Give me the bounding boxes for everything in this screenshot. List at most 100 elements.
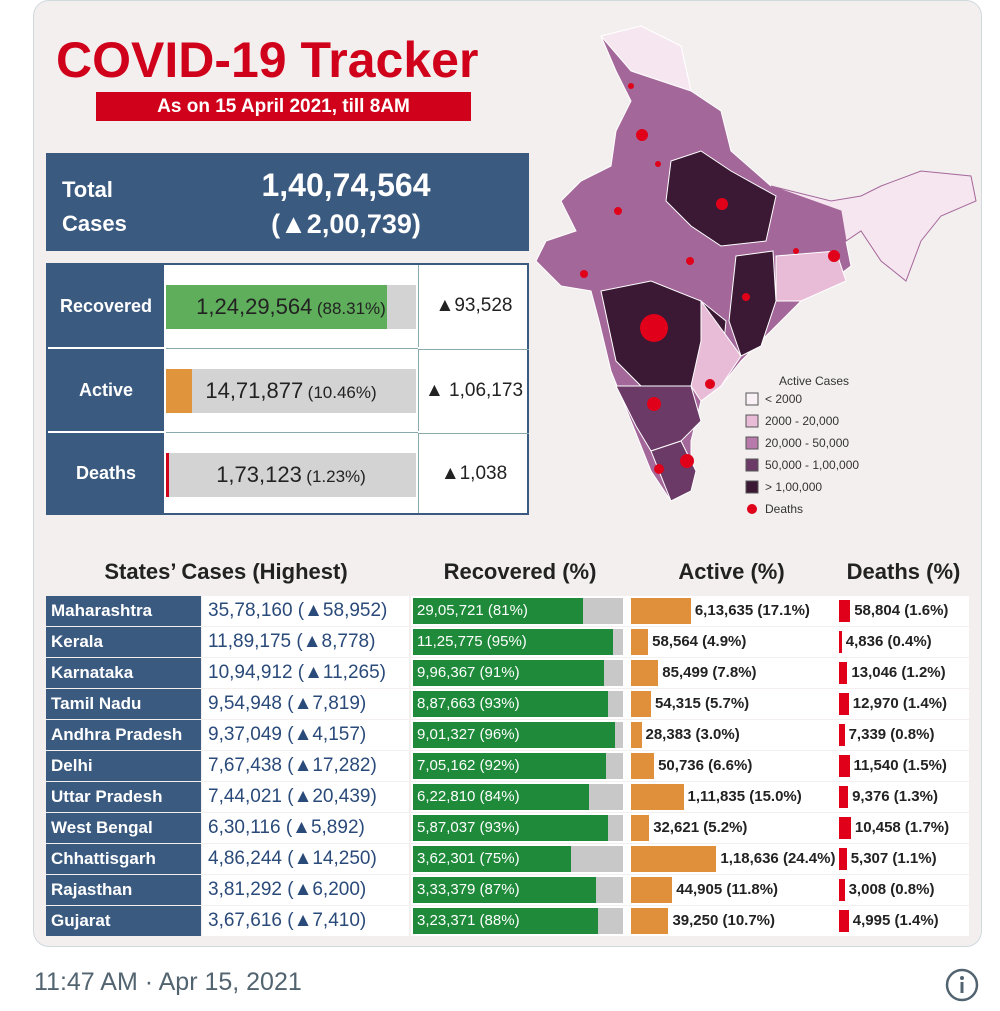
breakdown-label: Deaths	[48, 433, 164, 513]
total-label: Total Cases	[62, 177, 127, 236]
column-header: Active (%)	[678, 559, 785, 584]
tweet-media[interactable]: COVID-19 Tracker As on 15 April 2021, ti…	[33, 0, 982, 947]
active-label: 58,564 (4.9%)	[652, 633, 747, 650]
legend-label: < 2000	[765, 392, 802, 406]
recovered-bar	[413, 598, 584, 624]
recovered-bar	[413, 753, 607, 779]
legend-label: 2000 - 20,000	[765, 414, 839, 428]
state-cases: 4,86,244 (▲14,250)	[202, 844, 409, 874]
recovered-label: 3,33,379 (87%)	[417, 881, 520, 898]
deaths-bar	[839, 910, 849, 932]
breakdown-share: (1.23%)	[306, 467, 366, 486]
recovered-bar	[413, 908, 598, 934]
map-dots	[580, 83, 840, 474]
state-cases: 35,78,160 (▲58,952)	[202, 596, 409, 626]
state-cases: 3,67,616 (▲7,410)	[202, 906, 409, 936]
state-cases: 9,54,948 (▲7,819)	[202, 689, 409, 719]
breakdown-share: (10.46%)	[307, 383, 377, 402]
map-region	[728, 250, 777, 357]
recovered-label: 29,05,721 (81%)	[417, 602, 528, 619]
breakdown-value: 1,24,29,564	[196, 294, 313, 319]
legend-swatch	[745, 414, 759, 428]
state-cases: 7,67,438 (▲17,282)	[202, 751, 409, 781]
deaths-bar	[839, 724, 845, 746]
deaths-label: 12,970 (1.4%)	[852, 695, 948, 712]
infographic: COVID-19 Tracker As on 15 April 2021, ti…	[34, 1, 981, 946]
state-cases: 6,30,116 (▲5,892)	[202, 813, 409, 843]
legend-label: Deaths	[765, 502, 803, 516]
recovered-label: 9,01,327 (96%)	[417, 726, 520, 743]
divider	[166, 348, 418, 349]
deaths-bar	[839, 693, 849, 715]
deaths-label: 7,339 (0.8%)	[848, 726, 935, 743]
total-box: Total Cases 1,40,74,564 (▲2,00,739)	[46, 153, 529, 251]
active-label: 28,383 (3.0%)	[645, 726, 740, 743]
legend-swatch	[747, 504, 757, 514]
breakdown-label: Recovered	[48, 265, 164, 347]
legend-swatch	[745, 480, 759, 494]
bar-text: 1,24,29,564 (88.31%)	[166, 285, 416, 329]
states-table: States’ Cases (Highest) Recovered (%) Acti…	[34, 1, 981, 946]
recovered-label: 9,96,367 (91%)	[417, 664, 520, 681]
recovered-bar	[413, 784, 590, 810]
deaths-bar	[839, 662, 848, 684]
active-bar	[631, 629, 649, 655]
map-region	[600, 25, 692, 92]
legend-label: 20,000 - 50,000	[765, 436, 849, 450]
recovered-label: 6,22,810 (84%)	[417, 788, 520, 805]
deaths-bar	[839, 848, 847, 870]
legend: Active Cases < 2000 2000 - 20,000 20,000 -…	[745, 374, 859, 516]
active-label: 85,499 (7.8%)	[662, 664, 757, 681]
state-cases: 3,81,292 (▲6,200)	[202, 875, 409, 905]
recovered-label: 7,05,162 (92%)	[417, 757, 520, 774]
deaths-bar	[839, 631, 842, 653]
recovered-bar	[413, 815, 609, 841]
map-region	[690, 299, 742, 402]
timestamp: 11:47 AM · Apr 15, 2021	[34, 968, 302, 996]
active-label: 54,315 (5.7%)	[654, 695, 750, 712]
breakdown-change: ▲1,038	[418, 433, 529, 513]
title: COVID-19 Tracker	[56, 32, 479, 88]
breakdown-share: (88.31%)	[316, 299, 386, 318]
bar-text: 14,71,877 (10.46%)	[166, 369, 416, 413]
column-header: States’ Cases (Highest)	[104, 559, 348, 584]
legend-swatch	[745, 458, 759, 472]
recovered-label: 8,87,663 (93%)	[417, 695, 520, 712]
deaths-label: 11,540 (1.5%)	[853, 757, 947, 774]
recovered-bar	[413, 691, 609, 717]
bar	[166, 285, 387, 329]
deaths-bar	[839, 755, 850, 777]
recovered-label: 3,62,301 (75%)	[417, 850, 520, 867]
active-bar	[631, 784, 684, 810]
state-name: Andhra Pradesh	[46, 720, 201, 750]
state-name: Chhattisgarh	[46, 844, 201, 874]
divider	[166, 432, 418, 433]
legend-title: Active Cases	[779, 374, 849, 388]
legend-label: 50,000 - 1,00,000	[765, 458, 859, 472]
bar	[166, 369, 193, 413]
active-bar	[631, 846, 717, 872]
active-bar	[631, 598, 691, 624]
active-bar	[631, 815, 650, 841]
deaths-bar	[839, 786, 849, 808]
legend-swatch	[745, 436, 759, 450]
active-bar	[631, 660, 659, 686]
active-label: 1,18,636 (24.4%)	[720, 850, 836, 867]
bar-track	[166, 369, 416, 413]
active-label: 50,736 (6.6%)	[658, 757, 753, 774]
active-bar	[631, 722, 642, 748]
breakdown-change: ▲ 1,06,173	[418, 349, 529, 431]
recovered-bar	[413, 846, 571, 872]
breakdown-box: Recovered 1,24,29,564 (88.31%) ▲93,528 Acti…	[46, 263, 529, 515]
bar-track	[166, 453, 416, 497]
state-name: Tamil Nadu	[46, 689, 201, 719]
active-bar	[631, 877, 673, 903]
recovered-bar	[413, 660, 605, 686]
state-name: Kerala	[46, 627, 201, 657]
subtitle: As on 15 April 2021, till 8AM	[96, 92, 471, 121]
active-label: 39,250 (10.7%)	[672, 912, 776, 929]
deaths-label: 3,008 (0.8%)	[848, 881, 935, 898]
breakdown-value: 1,73,123	[216, 462, 302, 487]
info-icon[interactable]	[944, 967, 980, 1003]
